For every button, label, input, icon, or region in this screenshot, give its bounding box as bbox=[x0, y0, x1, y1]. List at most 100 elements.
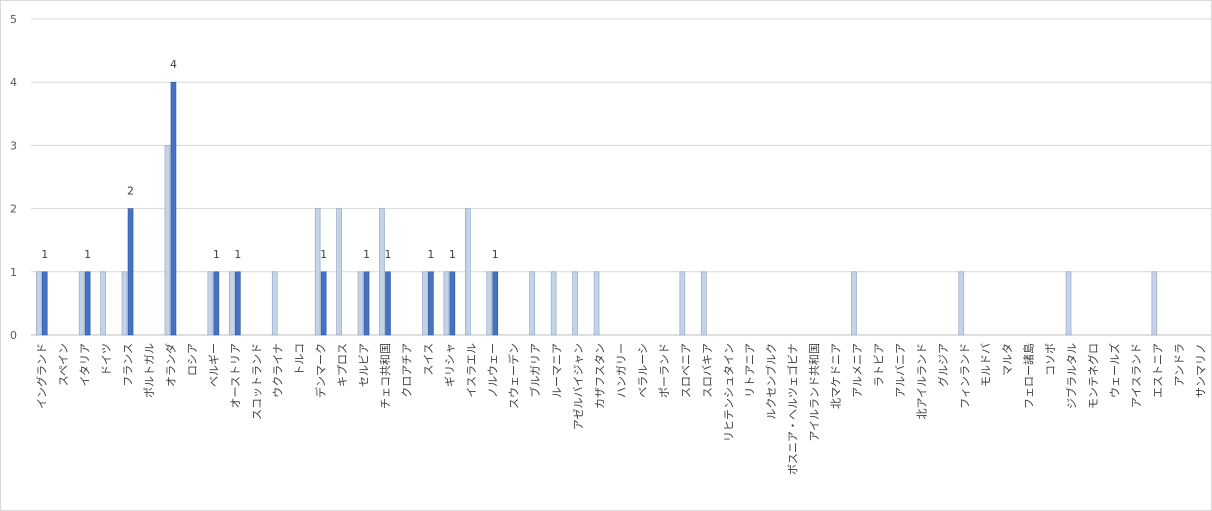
x-category-label: イスラエル bbox=[465, 343, 478, 398]
bar-series-1 bbox=[529, 271, 535, 336]
x-category-label: キプロス bbox=[336, 343, 349, 387]
x-category-label: ポルトガル bbox=[143, 343, 156, 398]
x-category-label: チェコ共和国 bbox=[379, 343, 392, 409]
bar-series-1 bbox=[229, 271, 235, 336]
gridlines bbox=[31, 18, 1211, 336]
x-category-label: アイスランド bbox=[1130, 343, 1143, 408]
data-label: 1 bbox=[385, 248, 392, 261]
bar-series-1 bbox=[550, 271, 557, 336]
x-category-label: グルジア bbox=[936, 343, 950, 387]
x-category-label: セルビア bbox=[358, 343, 371, 387]
bars bbox=[35, 81, 1158, 336]
x-category-label: マルタ bbox=[1001, 343, 1014, 376]
data-label: 1 bbox=[41, 248, 48, 261]
bar-series-1 bbox=[422, 271, 428, 336]
x-category-label: スコットランド bbox=[250, 343, 263, 420]
x-category-label: アルメニア bbox=[851, 343, 864, 398]
x-category-label: ベルギー bbox=[207, 343, 220, 387]
data-label: 1 bbox=[492, 248, 499, 261]
x-category-label: モンテネグロ bbox=[1086, 343, 1100, 409]
y-tick-label: 1 bbox=[10, 266, 17, 279]
x-category-label: リヒテンシュタイン bbox=[722, 343, 735, 442]
x-category-label: ベラルーシ bbox=[636, 343, 649, 398]
bar-series-1 bbox=[701, 271, 707, 336]
bar-series-1 bbox=[121, 271, 128, 336]
bar-series-1 bbox=[851, 271, 857, 336]
x-category-label: フェロー諸島 bbox=[1022, 343, 1036, 409]
bar-series-2 bbox=[320, 271, 327, 336]
bar-series-2 bbox=[449, 271, 456, 336]
bar-series-2 bbox=[363, 271, 370, 336]
x-category-label: クロアチア bbox=[400, 343, 413, 398]
bar-series-2 bbox=[41, 271, 48, 336]
y-axis-tick-labels: 0 1 2 3 4 5 bbox=[10, 13, 17, 342]
y-tick-label: 3 bbox=[10, 139, 17, 152]
x-category-label: イタリア bbox=[79, 343, 92, 387]
x-category-label: ウェールズ bbox=[1107, 343, 1121, 398]
x-category-label: ロシア bbox=[186, 343, 199, 376]
bar-series-1 bbox=[443, 271, 450, 336]
x-category-label: アゼルバイジャン bbox=[572, 343, 585, 430]
bar-series-2 bbox=[213, 271, 220, 336]
x-category-label: ルクセンブルク bbox=[764, 343, 778, 420]
x-category-label: スイス bbox=[422, 343, 435, 376]
x-category-label: エストニア bbox=[1151, 343, 1164, 398]
x-category-label: オランダ bbox=[163, 343, 177, 387]
y-tick-label: 4 bbox=[10, 76, 17, 89]
bar-series-1 bbox=[679, 271, 686, 336]
x-category-label: アルバニア bbox=[894, 343, 907, 398]
bar-series-1 bbox=[336, 208, 342, 336]
x-category-label: ハンガリー bbox=[615, 343, 628, 398]
x-category-label: アイルランド共和国 bbox=[808, 343, 821, 441]
bar-series-1 bbox=[100, 271, 106, 336]
data-label: 1 bbox=[234, 248, 241, 261]
bar-series-2 bbox=[170, 81, 177, 336]
x-category-label: トルコ bbox=[293, 343, 306, 376]
data-label: 1 bbox=[427, 248, 434, 261]
bar-series-1 bbox=[1065, 271, 1072, 336]
x-category-label: イングランド bbox=[35, 343, 49, 409]
x-category-label: ブルガリア bbox=[528, 343, 542, 398]
x-category-label: デンマーク bbox=[314, 343, 328, 398]
bar-series-1 bbox=[465, 208, 471, 336]
data-label: 4 bbox=[170, 58, 177, 71]
x-category-label: ドイツ bbox=[100, 343, 113, 376]
bar-series-1 bbox=[357, 271, 364, 336]
x-category-label: サンマリノ bbox=[1194, 343, 1207, 398]
bar-series-1 bbox=[379, 208, 385, 336]
bar-series-2 bbox=[428, 271, 434, 336]
bar-series-1 bbox=[164, 145, 171, 336]
x-category-label: ジブラルタル bbox=[1065, 343, 1079, 409]
x-category-label: スロバキア bbox=[701, 343, 714, 398]
bar-series-1 bbox=[958, 271, 965, 336]
x-category-label: フィンランド bbox=[958, 343, 971, 409]
x-category-label: ノルウェー bbox=[486, 343, 499, 398]
x-category-label: ラトビア bbox=[872, 343, 885, 387]
data-label: 1 bbox=[84, 248, 91, 261]
bar-series-2 bbox=[492, 271, 499, 336]
bar-series-2 bbox=[235, 271, 241, 336]
bar-series-2 bbox=[385, 271, 391, 336]
bar-series-1 bbox=[271, 271, 278, 336]
bar-series-2 bbox=[84, 271, 91, 336]
y-tick-label: 2 bbox=[10, 203, 17, 216]
x-category-label: アンドラ bbox=[1173, 343, 1186, 387]
data-label: 1 bbox=[449, 248, 456, 261]
x-category-label: カザフスタン bbox=[594, 343, 607, 409]
x-category-label: コソボ bbox=[1044, 343, 1057, 376]
x-category-label: リトアニア bbox=[744, 343, 757, 398]
x-category-label: ボスニア・ヘルツェゴビナ bbox=[786, 343, 800, 475]
bar-series-1 bbox=[1151, 271, 1158, 336]
x-category-label: スロベニア bbox=[679, 343, 692, 398]
y-tick-label: 0 bbox=[10, 329, 17, 342]
bar-series-2 bbox=[127, 208, 134, 336]
bar-series-1 bbox=[593, 271, 600, 336]
data-label: 1 bbox=[213, 248, 220, 261]
x-category-label: ルーマニア bbox=[551, 343, 564, 398]
x-category-label: ウクライナ bbox=[272, 343, 285, 398]
x-category-label: フランス bbox=[122, 343, 135, 387]
x-category-label: ポーランド bbox=[658, 343, 671, 398]
data-label: 2 bbox=[127, 185, 134, 198]
